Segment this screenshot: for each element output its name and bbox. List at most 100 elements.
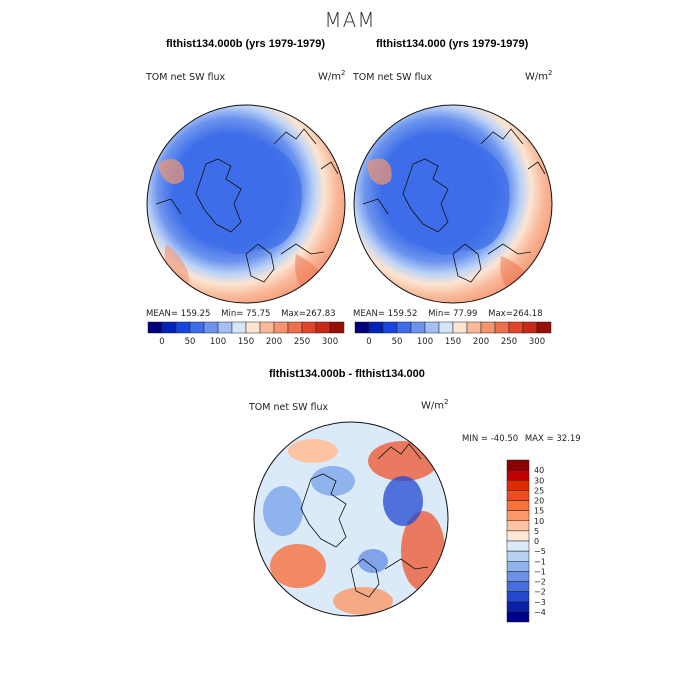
- left-colorbar: 050100150200250300350: [147, 321, 345, 347]
- left-polar-map: [146, 104, 346, 304]
- colorbar-cell: [175, 321, 191, 334]
- left-mean-value: 159.25: [180, 309, 211, 319]
- colorbar-cell: [424, 321, 440, 334]
- colorbar-cell: [506, 611, 530, 623]
- colorbar-cell: [506, 601, 530, 613]
- colorbar-cell: [506, 520, 530, 532]
- right-panel-title: flthist134.000 (yrs 1979-1979): [376, 38, 529, 50]
- colorbar-cell: [354, 321, 370, 334]
- colorbar-tick-label: −10: [534, 557, 546, 566]
- colorbar-cell: [438, 321, 454, 334]
- colorbar-cell: [396, 321, 412, 334]
- colorbar-cell: [506, 571, 530, 582]
- colorbar-cell: [273, 321, 289, 334]
- diff-max-label: MAX =: [524, 434, 554, 444]
- colorbar-cell: [506, 459, 530, 471]
- colorbar-cell: [287, 321, 303, 334]
- colorbar-cell: [506, 561, 530, 572]
- colorbar-cell: [506, 591, 530, 602]
- colorbar-cell: [506, 581, 530, 592]
- colorbar-cell: [506, 469, 530, 481]
- colorbar-tick-label: 50: [185, 337, 196, 347]
- right-mean-value: 159.52: [387, 309, 418, 319]
- colorbar-cell: [494, 321, 510, 334]
- colorbar-tick-label: 150: [238, 337, 254, 347]
- colorbar-tick-label: 25: [534, 486, 544, 495]
- colorbar-tick-label: 10: [534, 517, 544, 526]
- colorbar-cell: [329, 321, 345, 334]
- colorbar-tick-label: −40: [534, 608, 546, 617]
- right-stats: MEAN= 159.52 Min= 77.99 Max=264.18: [353, 309, 543, 319]
- left-panel-title: flthist134.000b (yrs 1979-1979): [166, 38, 325, 50]
- colorbar-tick-label: 250: [501, 337, 517, 347]
- colorbar-cell: [147, 321, 163, 334]
- colorbar-tick-label: −25: [534, 588, 546, 597]
- colorbar-cell: [522, 321, 538, 334]
- left-min-label: Min=: [221, 309, 244, 319]
- colorbar-tick-label: 15: [534, 507, 544, 516]
- colorbar-tick-label: 30: [534, 476, 544, 485]
- colorbar-tick-label: 300: [529, 337, 545, 347]
- left-units-label: W/m2: [318, 69, 346, 83]
- colorbar-cell: [217, 321, 233, 334]
- colorbar-cell: [506, 480, 530, 491]
- diff-min-label: MIN =: [462, 434, 489, 444]
- colorbar-cell: [410, 321, 426, 334]
- colorbar-tick-label: 250: [294, 337, 310, 347]
- right-polar-map: [353, 104, 553, 304]
- colorbar-cell: [301, 321, 317, 334]
- colorbar-tick-label: 200: [266, 337, 282, 347]
- colorbar-tick-label: 200: [473, 337, 489, 347]
- colorbar-tick-label: 5: [534, 527, 539, 536]
- colorbar-tick-label: 0: [159, 337, 164, 347]
- colorbar-cell: [480, 321, 496, 334]
- left-stats: MEAN= 159.25 Min= 75.75 Max=267.83: [146, 309, 336, 319]
- colorbar-cell: [508, 321, 524, 334]
- colorbar-cell: [506, 500, 530, 511]
- left-variable-label: TOM net SW flux: [146, 72, 226, 83]
- colorbar-tick-label: 100: [210, 337, 226, 347]
- diff-title: flthist134.000b - flthist134.000: [269, 368, 425, 380]
- colorbar-cell: [315, 321, 331, 334]
- left-min-value: 75.75: [246, 309, 271, 319]
- left-mean-label: MEAN=: [146, 309, 178, 319]
- colorbar-cell: [189, 321, 205, 334]
- colorbar-cell: [203, 321, 219, 334]
- colorbar-cell: [382, 321, 398, 334]
- right-min-label: Min=: [428, 309, 451, 319]
- right-min-value: 77.99: [453, 309, 478, 319]
- colorbar-tick-label: 50: [392, 337, 403, 347]
- colorbar-tick-label: 40: [534, 466, 544, 475]
- colorbar-tick-label: 150: [445, 337, 461, 347]
- diff-variable-label: TOM net SW flux: [249, 402, 329, 413]
- colorbar-cell: [368, 321, 384, 334]
- colorbar-cell: [506, 490, 530, 501]
- colorbar-cell: [231, 321, 247, 334]
- colorbar-tick-label: 100: [417, 337, 433, 347]
- colorbar-tick-label: 300: [322, 337, 338, 347]
- colorbar-tick-label: −15: [534, 567, 546, 576]
- diff-polar-map: [253, 421, 449, 617]
- diff-stats: MIN = -40.50 MAX = 32.19: [462, 434, 581, 444]
- right-colorbar: 050100150200250300350: [354, 321, 552, 347]
- right-units-label: W/m2: [525, 69, 553, 83]
- diff-max-value: 32.19: [556, 434, 581, 444]
- colorbar-tick-label: 0: [366, 337, 371, 347]
- colorbar-tick-label: −30: [534, 598, 546, 607]
- colorbar-cell: [245, 321, 261, 334]
- left-max-label: Max=: [281, 309, 306, 319]
- diff-min-value: -40.50: [490, 434, 519, 444]
- colorbar-cell: [506, 510, 530, 521]
- colorbar-cell: [506, 530, 530, 542]
- colorbar-tick-label: 20: [534, 497, 544, 506]
- colorbar-cell: [466, 321, 482, 334]
- right-max-label: Max=: [488, 309, 513, 319]
- colorbar-cell: [536, 321, 552, 334]
- colorbar-cell: [452, 321, 468, 334]
- colorbar-tick-label: −20: [534, 578, 546, 587]
- colorbar-cell: [161, 321, 177, 334]
- colorbar-cell: [506, 540, 530, 552]
- season-title: MAM: [324, 8, 376, 32]
- left-max-value: 267.83: [305, 309, 336, 319]
